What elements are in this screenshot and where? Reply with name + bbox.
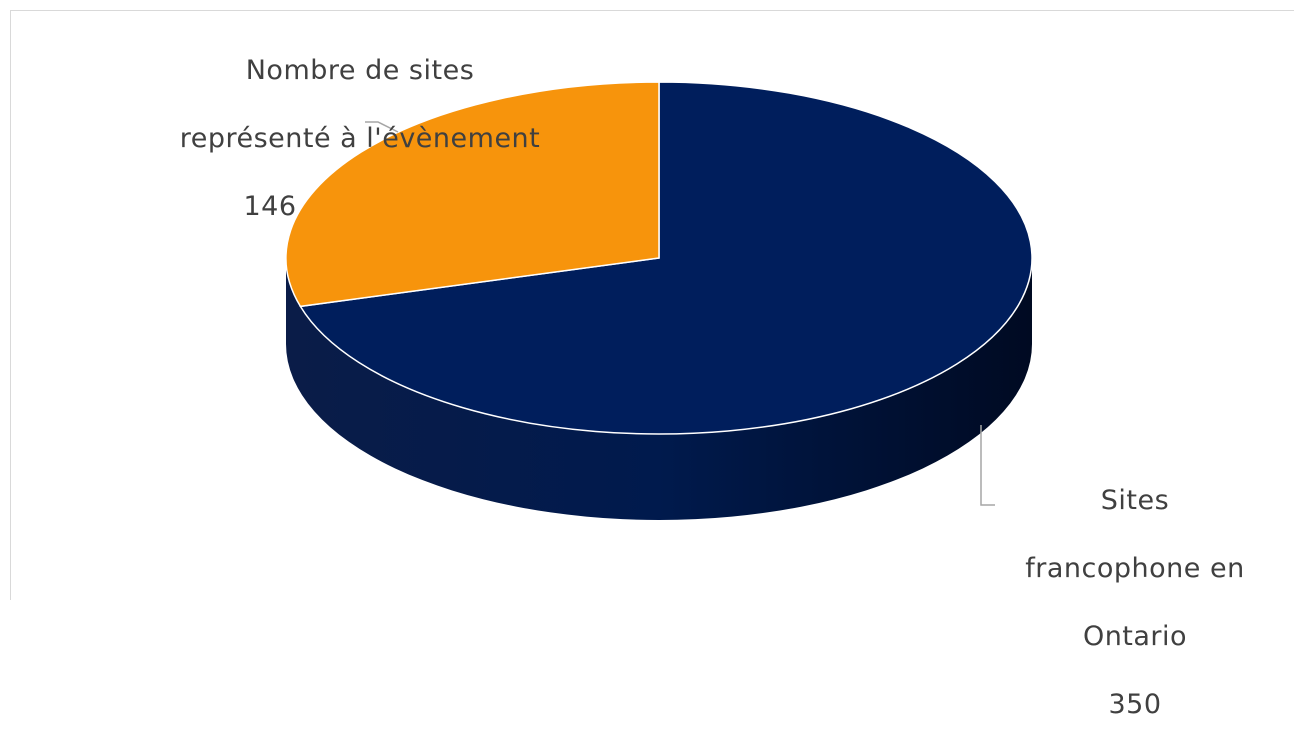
leader-line-ontario	[980, 425, 995, 506]
leader-line-evenement	[365, 121, 399, 133]
slice-label-evenement: Nombre de sites représenté à l'évènement…	[130, 20, 590, 258]
pie-side-wall	[286, 258, 1032, 520]
pie-slice-0	[299, 81, 1033, 435]
slice-value-ontario: 350	[1108, 689, 1162, 720]
leader-lines	[365, 121, 995, 506]
chart-frame	[10, 10, 1294, 600]
side-wall-sites	[286, 258, 1032, 520]
slice-value-evenement: 146	[243, 191, 297, 222]
pie-top	[285, 81, 1033, 435]
pie-slice-1	[285, 81, 660, 308]
pie-chart	[285, 81, 1033, 520]
slice-label-ontario: Sites francophone en Ontario 350	[1015, 450, 1255, 756]
